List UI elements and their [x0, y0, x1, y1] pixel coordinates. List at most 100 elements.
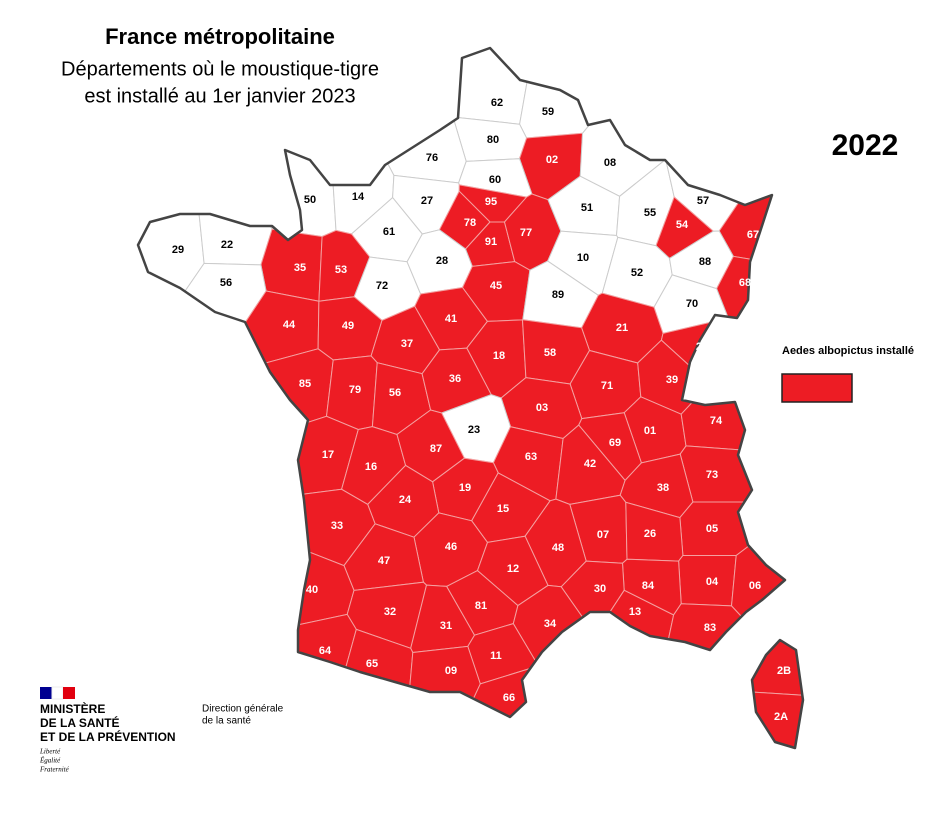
- department-code: 15: [497, 503, 509, 515]
- department-code: 19: [459, 482, 471, 494]
- department-code: 71: [601, 380, 613, 392]
- department-code: 12: [507, 563, 519, 575]
- department: [138, 262, 267, 502]
- department: [353, 48, 543, 125]
- department-code: 68: [739, 277, 751, 289]
- department-code: 32: [384, 606, 396, 618]
- department-code: 88: [699, 256, 711, 268]
- department-code: 03: [536, 402, 548, 414]
- department-code: 76: [426, 152, 438, 164]
- department-code: 81: [475, 600, 487, 612]
- department-code: 06: [749, 580, 761, 592]
- department-code: 41: [445, 313, 457, 325]
- department: [138, 494, 355, 690]
- department-code: 64: [319, 645, 332, 657]
- department-code: 30: [594, 583, 606, 595]
- department-code: 62: [491, 97, 503, 109]
- department-code: 74: [710, 415, 723, 427]
- title: France métropolitaine: [105, 24, 335, 49]
- department-code: 18: [493, 350, 505, 362]
- flag-blue: [40, 687, 52, 699]
- department-code: 47: [378, 555, 390, 567]
- department-code: 11: [490, 650, 502, 662]
- department-code: 40: [306, 584, 318, 596]
- department-code: 26: [644, 528, 656, 540]
- department: [579, 48, 732, 197]
- department-code: 85: [299, 378, 311, 390]
- department-code: 37: [401, 338, 413, 350]
- department: [195, 488, 376, 567]
- department-code: 70: [686, 298, 698, 310]
- department-code: 33: [331, 520, 343, 532]
- department-code: 14: [352, 191, 365, 203]
- department: [260, 228, 323, 302]
- department-code: 50: [304, 194, 316, 206]
- department-code: 58: [544, 347, 556, 359]
- department-code: 77: [520, 227, 532, 239]
- department-code: 42: [584, 458, 596, 470]
- subtitle: est installé au 1er janvier 2023: [84, 85, 355, 107]
- department-code: 45: [490, 280, 502, 292]
- department-code: 09: [445, 665, 457, 677]
- ministry: DE LA SANTÉ: [40, 715, 120, 730]
- ministry: MINISTÈRE: [40, 701, 105, 716]
- department-code: 48: [552, 542, 564, 554]
- department-code: 46: [445, 541, 457, 553]
- department-code: 38: [657, 482, 669, 494]
- department-code: 72: [376, 280, 388, 292]
- department-code: 54: [676, 219, 689, 231]
- department-code: 52: [631, 267, 643, 279]
- department-code: 25: [696, 341, 708, 353]
- department-code: 80: [487, 134, 499, 146]
- department-code: 91: [485, 236, 497, 248]
- department-code: 35: [294, 262, 306, 274]
- ministry: ET DE LA PRÉVENTION: [40, 729, 176, 744]
- year: 2022: [832, 129, 899, 162]
- department-code: 34: [544, 618, 557, 630]
- department-code: 57: [697, 195, 709, 207]
- department-code: 83: [704, 622, 716, 634]
- department-code: 56: [389, 387, 401, 399]
- department-code: 69: [609, 437, 621, 449]
- department: [730, 453, 803, 634]
- department-code: 65: [366, 658, 378, 670]
- department-code: 04: [706, 576, 719, 588]
- department-code: 36: [449, 373, 461, 385]
- department-code: 2B: [777, 665, 791, 677]
- department: [636, 689, 803, 748]
- department-code: 17: [322, 449, 334, 461]
- department-code: 10: [577, 252, 589, 264]
- motto: Égalité: [39, 757, 61, 765]
- department-code: 87: [430, 443, 442, 455]
- legend-label: Aedes albopictus installé: [782, 345, 914, 357]
- department-code: 01: [644, 425, 656, 437]
- department-code: 23: [468, 424, 480, 436]
- department-code: 63: [525, 451, 537, 463]
- department-code: 27: [421, 195, 433, 207]
- department-code: 31: [440, 620, 452, 632]
- department-code: 60: [489, 174, 501, 186]
- flag-red: [63, 687, 75, 699]
- department-code: 66: [503, 692, 515, 704]
- department-code: 24: [399, 494, 412, 506]
- department-code: 02: [546, 154, 558, 166]
- country-outline: [136, 46, 805, 750]
- department: [138, 348, 334, 497]
- department-code: 84: [642, 580, 655, 592]
- department-code: 59: [542, 106, 554, 118]
- motto: Fraternité: [39, 766, 70, 774]
- department-code: 22: [221, 239, 233, 251]
- department-code: 05: [706, 523, 718, 535]
- department-code: 13: [629, 606, 641, 618]
- direction: de la santé: [202, 716, 251, 727]
- department-code: 2A: [774, 711, 788, 723]
- subtitle: Départements où le moustique-tigre: [61, 58, 379, 80]
- motto: Liberté: [39, 748, 61, 756]
- logo: MINISTÈRE DE LA SANTÉ ET DE LA PRÉVENTIO…: [39, 686, 284, 774]
- department-code: 78: [464, 217, 476, 229]
- department-code: 53: [335, 264, 347, 276]
- department-code: 28: [436, 255, 448, 267]
- department-code: 16: [365, 461, 377, 473]
